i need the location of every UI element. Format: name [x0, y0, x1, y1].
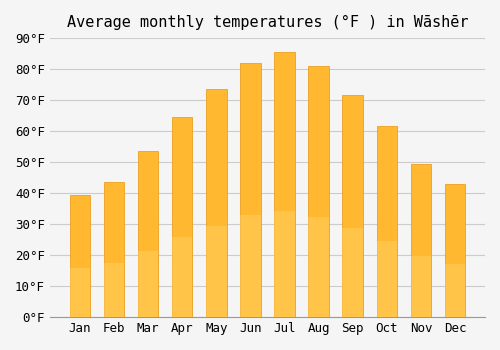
Bar: [240, 63, 260, 317]
Bar: [376, 126, 397, 317]
Bar: [376, 241, 397, 317]
Bar: [104, 182, 124, 317]
Bar: [274, 52, 294, 317]
Bar: [445, 184, 465, 317]
Bar: [206, 226, 227, 317]
Bar: [274, 211, 294, 317]
Bar: [308, 66, 329, 317]
Bar: [172, 237, 193, 317]
Bar: [445, 264, 465, 317]
Title: Average monthly temperatures (°F ) in Wāshēr: Average monthly temperatures (°F ) in Wā…: [66, 15, 468, 30]
Bar: [342, 229, 363, 317]
Bar: [104, 263, 124, 317]
Bar: [410, 256, 431, 317]
Bar: [70, 195, 90, 317]
Bar: [240, 216, 260, 317]
Bar: [70, 268, 90, 317]
Bar: [206, 89, 227, 317]
Bar: [410, 164, 431, 317]
Bar: [342, 96, 363, 317]
Bar: [308, 217, 329, 317]
Bar: [172, 117, 193, 317]
Bar: [138, 251, 158, 317]
Bar: [138, 151, 158, 317]
